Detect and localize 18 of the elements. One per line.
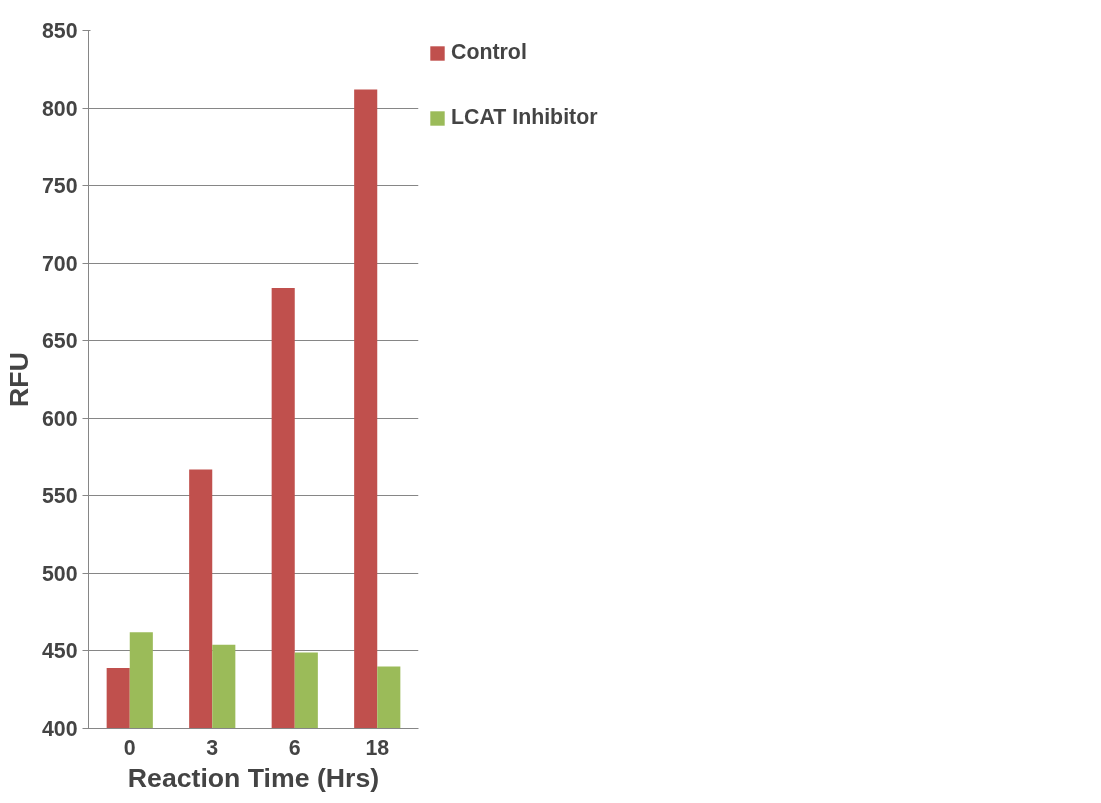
x-tick-label: 6 xyxy=(288,735,301,760)
y-tick-label: 650 xyxy=(41,329,78,354)
y-tick-label: 500 xyxy=(41,561,78,586)
y-tick-label: 600 xyxy=(41,406,78,431)
y-tick-label: 400 xyxy=(41,717,78,741)
y-tick-label: 550 xyxy=(41,484,78,509)
x-tick-label: 18 xyxy=(365,735,390,760)
y-tick-label: 450 xyxy=(41,639,78,664)
x-tick-label: 0 xyxy=(123,735,136,760)
x-axis-title: Reaction Time (Hrs) xyxy=(127,762,380,793)
x-tick-label: 3 xyxy=(206,735,219,760)
legend-label: LCAT Inhibitor xyxy=(451,105,598,130)
y-tick-label: 850 xyxy=(41,19,78,43)
y-tick-label: 700 xyxy=(41,251,78,276)
legend-label: Control xyxy=(451,40,527,65)
y-tick-label: 800 xyxy=(41,96,78,121)
y-axis-title: RFU xyxy=(3,352,34,407)
y-tick-label: 750 xyxy=(41,174,78,199)
